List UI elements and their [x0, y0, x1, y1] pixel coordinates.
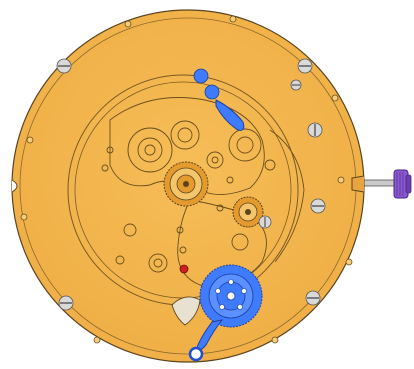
- blue-highlighted-wheel: [199, 264, 263, 328]
- ruby-jewel: [179, 264, 189, 274]
- plate-notch-left: [11, 179, 18, 193]
- winding-stem-group: [351, 169, 412, 199]
- screw: [290, 79, 302, 91]
- bridge-upper: [109, 97, 265, 195]
- plate-notch-right: [351, 175, 365, 193]
- barrel-outline: [127, 127, 173, 173]
- upper-wheel-outline: [170, 120, 200, 150]
- screw: [305, 290, 321, 306]
- escape-wheel-outline: [228, 128, 262, 162]
- screw: [258, 215, 272, 229]
- third-wheel: [232, 196, 264, 228]
- crown-grip-lines: [396, 172, 404, 196]
- click-lever: [171, 296, 201, 326]
- screw: [310, 198, 326, 214]
- crown-cap: [405, 174, 412, 194]
- blue-indicator-arm-bottom: [188, 319, 224, 362]
- screw: [58, 295, 74, 311]
- screw: [297, 58, 313, 74]
- outline-wheels: [101, 120, 276, 273]
- plate-screws: [56, 58, 326, 311]
- center-wheel: [163, 161, 209, 207]
- rim-holes: [20, 15, 353, 344]
- screw: [307, 122, 323, 138]
- screw: [56, 58, 72, 74]
- bridge-right-arc: [269, 129, 305, 263]
- blue-indicator-arm-top: [193, 68, 245, 131]
